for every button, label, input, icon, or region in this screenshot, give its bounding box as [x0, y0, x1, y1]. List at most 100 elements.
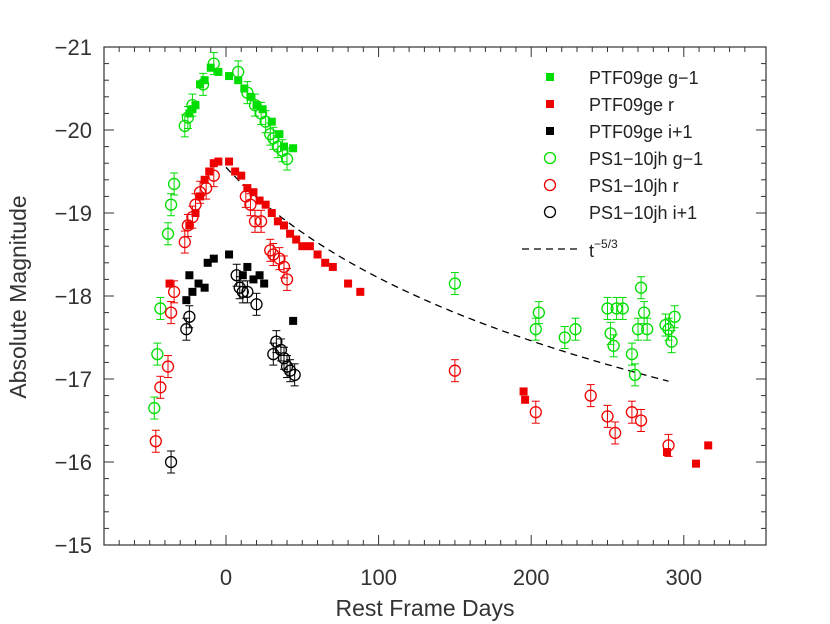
data-point: [628, 368, 642, 382]
data-point: [183, 310, 196, 323]
y-tick-label: −21: [55, 35, 92, 60]
legend-model-exponent: −5/3: [594, 237, 618, 251]
data-point: [200, 283, 209, 292]
data-point: [275, 130, 284, 139]
data-point: [532, 306, 545, 319]
data-point: [280, 360, 294, 373]
data-point: [181, 111, 195, 124]
data-point: [149, 435, 162, 448]
data-point: [167, 177, 181, 191]
data-point: [558, 331, 571, 344]
data-point: [255, 271, 264, 280]
legend-entry-model-curve: t−5/3: [522, 237, 618, 261]
data-point: [286, 229, 295, 238]
data-point: [663, 448, 672, 457]
legend-marker: [543, 205, 557, 219]
legend-label: PTF09ge r: [589, 95, 674, 115]
data-point: [164, 306, 178, 319]
data-point: [569, 323, 582, 336]
data-point: [249, 275, 258, 284]
data-point: [241, 285, 254, 299]
data-point: [288, 368, 301, 382]
x-tick-label: 300: [665, 565, 702, 590]
data-point: [274, 343, 288, 357]
model-curve-layer: [225, 166, 669, 382]
data-point: [321, 258, 330, 267]
legend-label: PTF09ge i+1: [589, 122, 693, 142]
tick-labels: 0 100 200 300 −21 −20 −19 −18 −17 −16 −15: [55, 35, 702, 590]
data-point: [448, 364, 462, 377]
data-point: [209, 159, 218, 168]
data-point: [610, 302, 623, 315]
data-point: [659, 318, 672, 332]
legend-entry: PS1−10jh i+1: [543, 203, 697, 223]
data-point: [271, 140, 285, 153]
data-point: [225, 72, 234, 81]
x-tick-label: 100: [360, 565, 397, 590]
data-point: [248, 98, 262, 112]
data-point: [328, 262, 337, 271]
data-point: [289, 144, 298, 153]
series-group: [149, 164, 675, 457]
data-point: [182, 296, 191, 305]
data-point: [207, 169, 220, 182]
data-point: [283, 364, 297, 377]
series-group: [182, 250, 298, 325]
legend: PTF09ge g−1 PTF09ge r PTF09ge i+1 PS1−10jh …: [522, 68, 703, 261]
data-point: [252, 101, 261, 110]
data-point: [205, 167, 214, 176]
data-point: [214, 157, 223, 166]
legend-marker: [543, 151, 557, 165]
data-point: [186, 210, 199, 224]
data-point: [277, 352, 291, 365]
data-point: [267, 248, 280, 261]
data-point: [250, 298, 263, 311]
data-point: [180, 323, 193, 336]
data-point: [225, 250, 234, 259]
data-point: [625, 347, 639, 361]
data-point: [267, 209, 276, 217]
data-point: [200, 76, 209, 85]
data-point: [668, 310, 681, 323]
data-point: [292, 235, 301, 244]
data-point: [277, 260, 291, 274]
data-point: [255, 196, 264, 205]
data-point: [662, 439, 675, 452]
x-tick-label: 200: [513, 565, 550, 590]
y-tick-label: −16: [55, 450, 92, 475]
series-group: [148, 52, 681, 420]
data-point: [233, 281, 246, 294]
data-point: [625, 406, 639, 419]
data-point: [631, 323, 645, 336]
data-point: [313, 250, 322, 259]
data-point: [601, 410, 614, 423]
data-point: [254, 215, 268, 228]
data-point: [178, 119, 191, 132]
data-point: [267, 347, 280, 361]
data-point: [165, 279, 174, 288]
data-point: [230, 269, 243, 282]
y-tick-label: −18: [55, 284, 92, 309]
legend-entry: PTF09ge r: [546, 95, 674, 115]
data-point: [148, 401, 161, 415]
data-point: [203, 258, 212, 267]
data-point: [164, 455, 178, 469]
data-point: [616, 302, 629, 315]
data-point: [225, 157, 234, 166]
data-point: [185, 109, 194, 118]
data-point: [692, 459, 701, 468]
legend-entry: PTF09ge g−1: [546, 68, 699, 88]
data-point: [521, 395, 530, 404]
data-point: [200, 175, 209, 184]
data-point: [188, 287, 197, 296]
data-point: [641, 323, 654, 336]
data-point: [662, 323, 675, 336]
legend-marker: [546, 127, 554, 135]
data-point: [231, 167, 240, 176]
data-point: [207, 57, 220, 70]
legend-entry: PS1−10jh r: [543, 176, 679, 196]
data-point: [244, 198, 257, 211]
data-point: [185, 221, 194, 230]
data-point: [634, 281, 648, 294]
data-point: [185, 271, 194, 280]
